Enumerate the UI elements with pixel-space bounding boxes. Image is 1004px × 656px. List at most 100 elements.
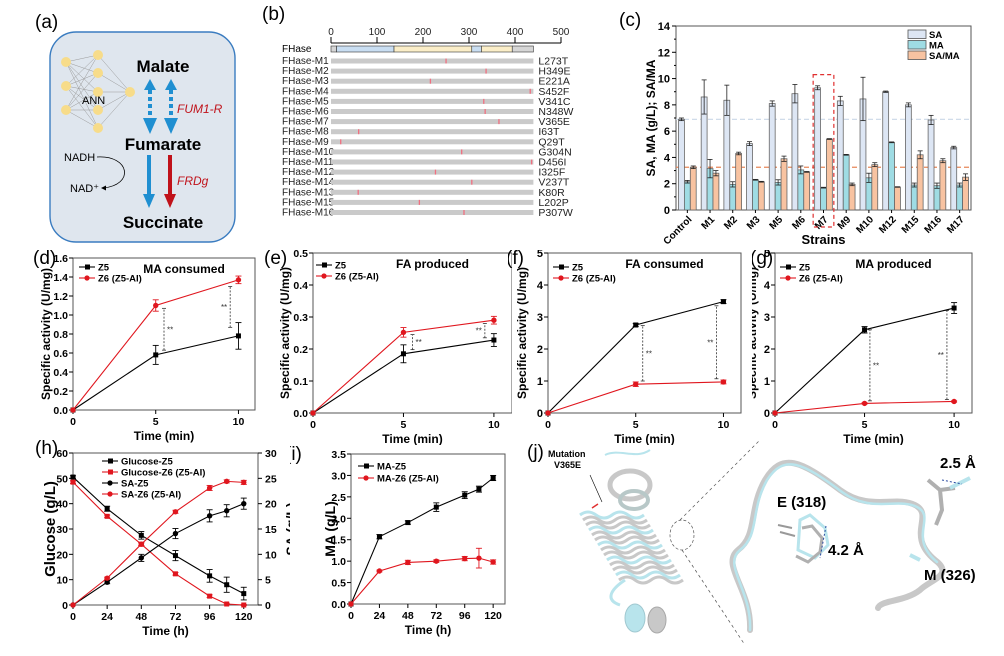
y-tick-label: 1.5	[331, 535, 346, 547]
mutation-label: S452F	[538, 86, 569, 98]
series-z6-z5-ai-	[310, 315, 497, 416]
ann-node	[93, 105, 103, 115]
ann-edge	[65, 61, 99, 129]
chart-title: MA produced	[855, 257, 931, 271]
y-tick-label: 1.6	[53, 253, 68, 265]
nad-label: NAD⁺	[70, 183, 99, 195]
x-tick-label: M12	[877, 214, 899, 236]
bar-ma	[888, 141, 895, 211]
x-tick-label: 5	[862, 419, 868, 431]
plot-frame	[675, 25, 972, 211]
bar-sa-ma	[712, 172, 720, 211]
chart-f: (f) 0 1 2 3 4 5 0 5 10 Time (min) Specific activit…	[506, 248, 742, 446]
mutant-row: FHase-M14 V237T	[282, 177, 570, 189]
protein-structure: (j) Mutation V365E	[527, 439, 976, 646]
hbond-m326	[941, 479, 963, 485]
distance-2-5-label: 2.5 Å	[940, 455, 976, 472]
y2-tick-label: 20	[265, 499, 277, 511]
domain-segment	[330, 45, 337, 53]
series-z6-z5-ai-	[772, 398, 958, 416]
mutation-map: (b) 0 100 200 300 400 500 FHase FHase-M1 L273T…	[262, 4, 574, 219]
x-tick-label: 72	[170, 611, 182, 623]
data-point	[490, 475, 496, 481]
legend-marker	[108, 458, 113, 464]
bar-ma	[774, 181, 782, 211]
x-tick-label: Control	[662, 214, 695, 247]
mutant-row: FHase-M11 D456I	[282, 157, 566, 169]
x-tick-label: M16	[923, 214, 945, 236]
panel-label-c: (c)	[619, 10, 641, 31]
ann-network-icon	[65, 54, 131, 129]
bar-group	[678, 117, 697, 211]
legend-marker	[786, 264, 791, 270]
data-point	[633, 381, 639, 387]
domain-segment	[393, 45, 473, 53]
x-tick-label: 10	[233, 416, 245, 428]
bar-ma	[910, 184, 918, 211]
ann-node	[93, 123, 103, 133]
y-tick-label: 10	[658, 74, 670, 86]
data-point	[241, 591, 247, 597]
helix	[600, 545, 666, 555]
significance-label: **	[646, 349, 652, 358]
ann-edge	[65, 85, 99, 111]
y-tick-label: 1	[537, 376, 543, 388]
x-tick-label: 0	[545, 419, 551, 431]
data-point	[633, 322, 639, 328]
y-tick-label: 1.2	[53, 291, 68, 303]
ann-edge	[65, 54, 99, 111]
mutation-site-marker	[530, 159, 533, 165]
x-tick-label: 0	[348, 610, 354, 622]
y-tick-label: 1	[764, 376, 770, 388]
ann-node	[125, 87, 135, 97]
mutant-bar	[331, 189, 534, 195]
x-tick-label: 96	[459, 610, 471, 622]
fum-reversible-arrows	[143, 79, 178, 134]
y2-tick-label: 0	[265, 600, 271, 612]
data-point	[348, 601, 354, 607]
data-point	[153, 352, 159, 358]
mutation-site-marker	[445, 58, 447, 64]
legend-label: MA	[929, 41, 944, 52]
bar-sa-ma	[757, 181, 765, 211]
data-point	[951, 398, 957, 405]
ann-edge	[65, 54, 99, 87]
y-tick-label: 1.0	[331, 556, 346, 568]
legend-label: SA	[929, 30, 942, 41]
x-tick-label: M1	[700, 214, 718, 232]
mutation-site-marker	[461, 149, 463, 155]
mutant-name: FHase-M15	[282, 197, 335, 208]
bar-ma	[683, 181, 691, 211]
x-tick-label: M2	[722, 214, 740, 232]
y-tick-label: 0.0	[53, 405, 68, 417]
significance-label: **	[707, 338, 713, 347]
y-tick-label: 4	[664, 152, 671, 164]
mutant-bar	[331, 139, 534, 145]
succinate-label: Succinate	[123, 213, 203, 232]
y2-tick-label: 15	[265, 524, 277, 536]
mutant-bar	[331, 58, 534, 64]
legend-marker	[363, 475, 369, 481]
legend-label: Z5	[335, 261, 347, 272]
plot-frame	[547, 252, 742, 414]
mutant-row: FHase-M13 K80R	[282, 187, 565, 199]
ann-edge	[65, 54, 99, 63]
x-axis-label: Time (min)	[614, 432, 674, 445]
legend-marker	[559, 264, 564, 270]
y-tick-label: 0.2	[53, 386, 68, 398]
mutant-row: FHase-M3 E221A	[282, 76, 570, 88]
ann-node	[61, 57, 71, 67]
significance-label: **	[167, 325, 173, 334]
y-tick-label: 3	[764, 312, 770, 324]
domain-segment	[481, 45, 513, 53]
helix	[588, 525, 654, 535]
ann-edge	[97, 72, 131, 93]
bar-sa	[768, 103, 776, 211]
data-point	[433, 504, 439, 510]
data-point	[433, 558, 439, 564]
mutant-row: FHase-M12 I325F	[282, 167, 565, 179]
mutant-bar	[331, 179, 534, 185]
mutant-bar	[331, 169, 534, 175]
